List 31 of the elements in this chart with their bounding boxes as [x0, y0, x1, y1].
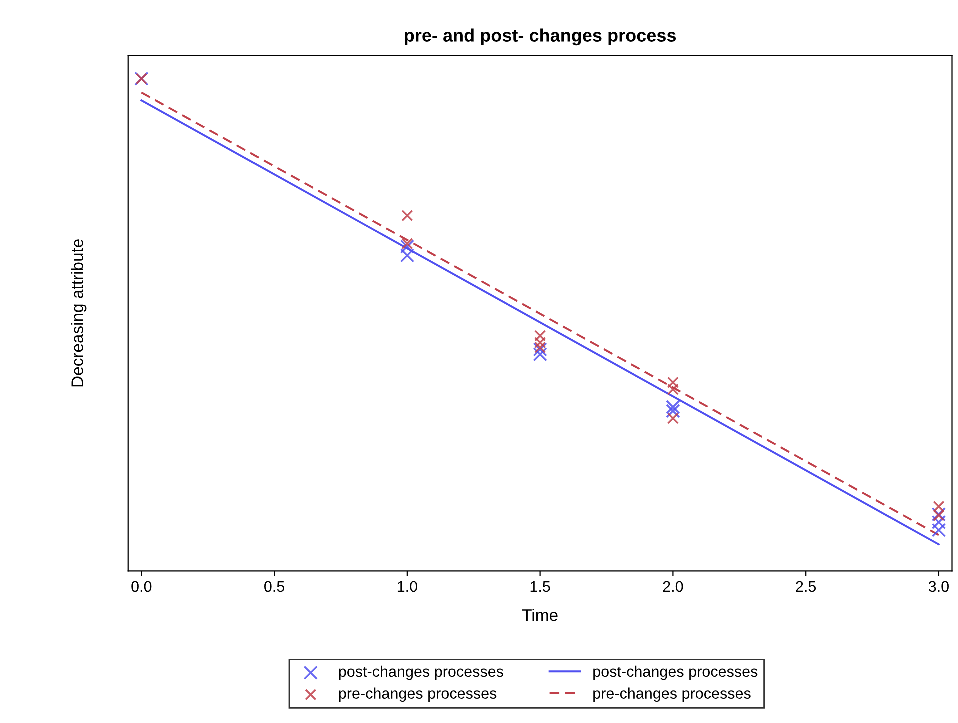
point — [666, 400, 680, 414]
point — [400, 240, 415, 254]
point — [534, 330, 546, 342]
point — [533, 347, 548, 362]
x-tick-label: 2.0 — [663, 581, 684, 592]
legend-label: pre-changes processes — [594, 688, 751, 702]
point — [533, 342, 548, 357]
point — [667, 384, 680, 396]
point — [534, 342, 546, 354]
x-tick-label: 3.0 — [928, 581, 949, 592]
x-tick-label: 0.5 — [264, 581, 285, 592]
point — [932, 523, 946, 538]
point — [932, 515, 946, 530]
x-tick-label: 2.5 — [796, 581, 816, 592]
point — [933, 500, 945, 513]
point — [667, 376, 680, 388]
y-axis-title: Decreasing attribute — [71, 240, 87, 387]
point — [666, 404, 680, 418]
chart-title: pre- and post- changes process — [405, 28, 676, 46]
legend-label: post-changes processes — [594, 666, 758, 680]
x-tick-label: 0.0 — [132, 581, 152, 592]
x-tick-label: 1.0 — [398, 581, 418, 592]
point — [667, 412, 680, 424]
legend-label: pre-changes processes — [339, 688, 497, 702]
point — [402, 238, 414, 250]
point — [402, 210, 414, 222]
legend-label: post-changes processes — [339, 666, 504, 680]
point — [534, 336, 546, 349]
point — [400, 248, 415, 263]
x-tick-label: 1.5 — [530, 581, 550, 592]
x-axis-title: Time — [522, 609, 558, 622]
